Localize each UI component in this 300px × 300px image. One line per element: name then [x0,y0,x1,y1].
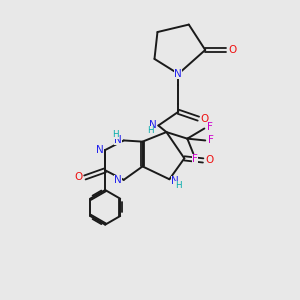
Text: F: F [192,154,198,164]
Text: F: F [208,135,214,146]
Text: N: N [115,175,122,185]
Text: N: N [115,135,122,145]
Text: O: O [229,45,237,55]
Text: N: N [96,145,104,155]
Text: H: H [112,130,119,139]
Text: F: F [207,122,213,132]
Text: O: O [74,172,82,182]
Text: N: N [175,69,182,79]
Text: O: O [201,114,209,124]
Text: N: N [149,120,157,130]
Text: N: N [171,176,179,186]
Text: O: O [206,155,214,166]
Text: H: H [147,126,153,135]
Text: H: H [175,181,182,190]
